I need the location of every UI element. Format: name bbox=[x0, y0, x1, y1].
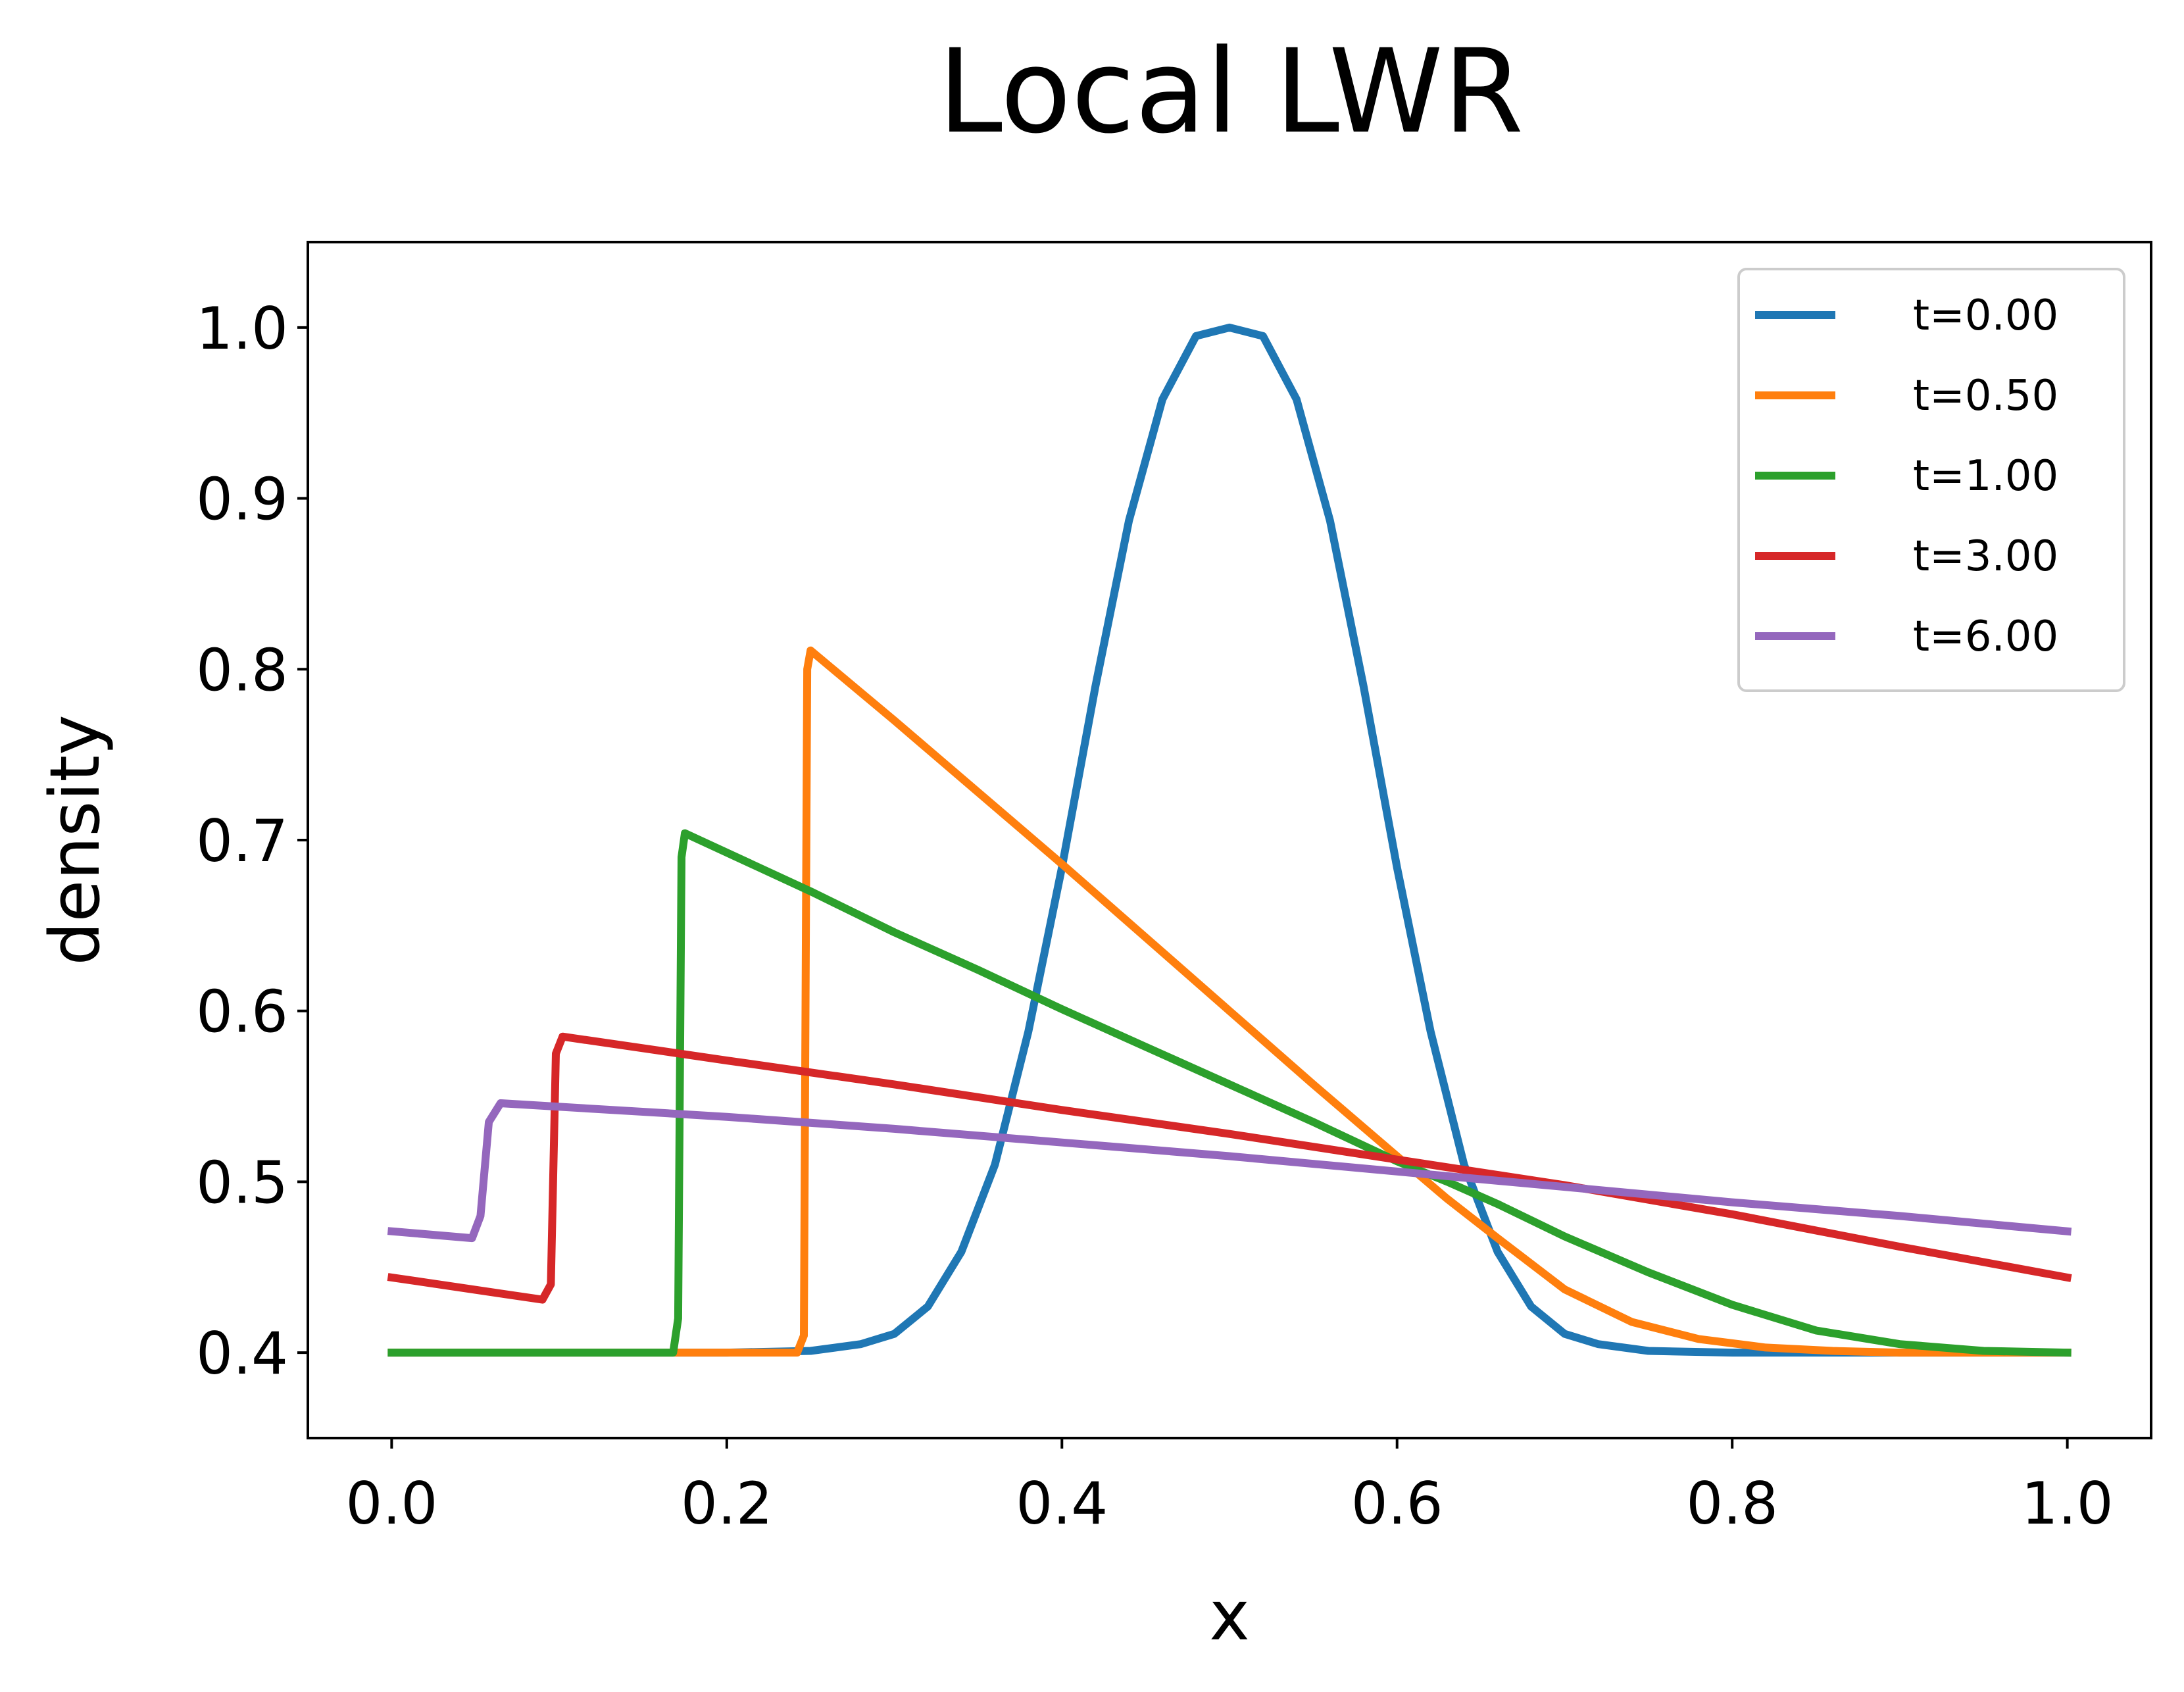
series-line-t=0.00 bbox=[387, 323, 2072, 1357]
x-tick-label: 0.6 bbox=[1351, 1470, 1443, 1537]
x-tick-label: 0.4 bbox=[1016, 1470, 1108, 1537]
legend-items: t=0.00 t=0.50 t=1.00 t=3.00 t=6.00 bbox=[1755, 291, 2058, 661]
y-tick-label: 0.8 bbox=[196, 636, 288, 704]
y-tick-label: 1.0 bbox=[196, 295, 288, 362]
x-tick-label: 0.2 bbox=[681, 1470, 773, 1537]
series-line-t=3.00 bbox=[387, 1032, 2072, 1304]
legend-label-t=0.50: t=0.50 bbox=[1913, 372, 2058, 420]
y-tick-label: 0.4 bbox=[196, 1320, 288, 1387]
x-axis-ticks: 0.0 0.2 0.4 0.6 0.8 1.0 bbox=[345, 1438, 2114, 1537]
x-axis-label: x bbox=[1209, 1576, 1250, 1656]
legend: t=0.00 t=0.50 t=1.00 t=3.00 t=6.00 bbox=[1737, 268, 2125, 692]
y-tick-label: 0.6 bbox=[196, 978, 288, 1046]
series-layer bbox=[387, 323, 2072, 1357]
legend-label-t=6.00: t=6.00 bbox=[1913, 612, 2058, 661]
y-tick-label: 0.7 bbox=[196, 807, 288, 875]
legend-label-t=1.00: t=1.00 bbox=[1913, 452, 2058, 501]
x-tick-label: 0.0 bbox=[345, 1470, 437, 1537]
x-tick-label: 0.8 bbox=[1686, 1470, 1778, 1537]
series-line-t=1.00 bbox=[387, 829, 2072, 1357]
x-tick-label: 1.0 bbox=[2022, 1470, 2114, 1537]
legend-label-t=3.00: t=3.00 bbox=[1913, 532, 2058, 581]
legend-box bbox=[1737, 268, 2125, 692]
series-line-t=0.50 bbox=[387, 646, 2072, 1357]
y-tick-label: 0.9 bbox=[196, 466, 288, 534]
y-tick-label: 0.5 bbox=[196, 1149, 288, 1216]
y-axis-label: density bbox=[35, 714, 115, 965]
series-line-t=6.00 bbox=[387, 1099, 2072, 1243]
legend-label-t=0.00: t=0.00 bbox=[1913, 291, 2058, 340]
y-axis-ticks: 0.4 0.5 0.6 0.7 0.8 0.9 1.0 bbox=[196, 295, 308, 1387]
chart-title: Local LWR bbox=[938, 24, 1524, 159]
